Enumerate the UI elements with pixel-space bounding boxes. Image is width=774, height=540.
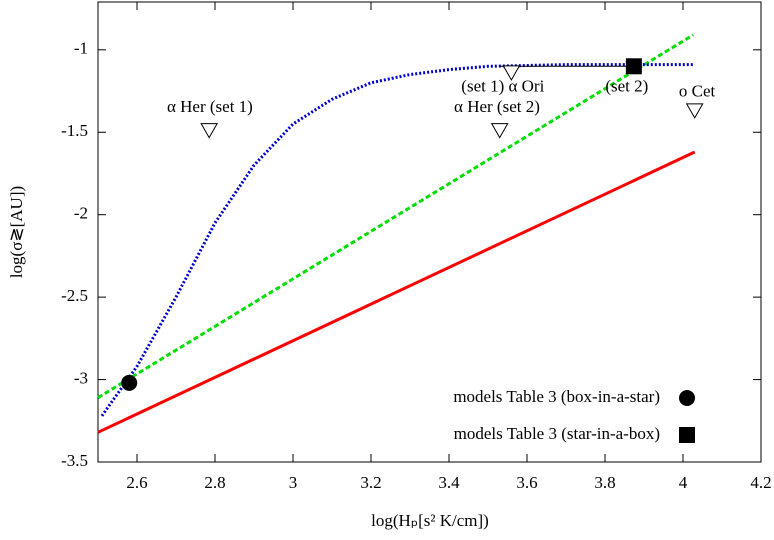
x-tick-label: 4.2 — [750, 473, 771, 492]
x-axis-label: log(Hₚ[s² K/cm]) — [371, 511, 489, 530]
legend-swatch — [679, 427, 695, 443]
line — [100, 63, 695, 417]
legend-label: models Table 3 (star-in-a-box) — [454, 424, 660, 443]
annotation: (set 2) — [605, 77, 648, 96]
x-tick-label: 2.6 — [126, 473, 147, 492]
line — [97, 33, 694, 399]
triangle-marker — [685, 103, 704, 119]
y-tick-label: -3.5 — [61, 451, 88, 470]
y-tick-label: -1.5 — [61, 121, 88, 140]
legend-swatch — [679, 390, 695, 406]
x-tick-label: 3.8 — [594, 473, 615, 492]
x-tick-label: 3 — [289, 473, 298, 492]
annotation: (set 1) α Ori — [461, 77, 544, 96]
point-marker — [625, 58, 642, 75]
line — [97, 150, 696, 434]
y-axis-label: log(σ≷[AU]) — [7, 186, 26, 278]
x-tick-label: 4 — [679, 473, 688, 492]
triangle-marker — [200, 123, 219, 139]
x-tick-label: 2.8 — [204, 473, 225, 492]
x-tick-label: 3.6 — [516, 473, 537, 492]
annotation: o Cet — [679, 82, 716, 101]
triangle-marker — [490, 123, 509, 139]
y-tick-label: -3 — [74, 368, 88, 387]
point-marker — [121, 374, 138, 391]
y-tick-label: -2.5 — [61, 286, 88, 305]
y-tick-label: -2 — [74, 204, 88, 223]
annotation: α Her (set 1) — [167, 97, 253, 116]
y-tick-label: -1 — [74, 39, 88, 58]
legend-label: models Table 3 (box-in-a-star) — [453, 387, 660, 406]
triangle-marker — [502, 65, 521, 81]
x-tick-label: 3.4 — [438, 473, 460, 492]
plot-frame — [97, 1, 762, 463]
annotation: α Her (set 2) — [454, 97, 540, 116]
x-tick-label: 3.2 — [360, 473, 381, 492]
